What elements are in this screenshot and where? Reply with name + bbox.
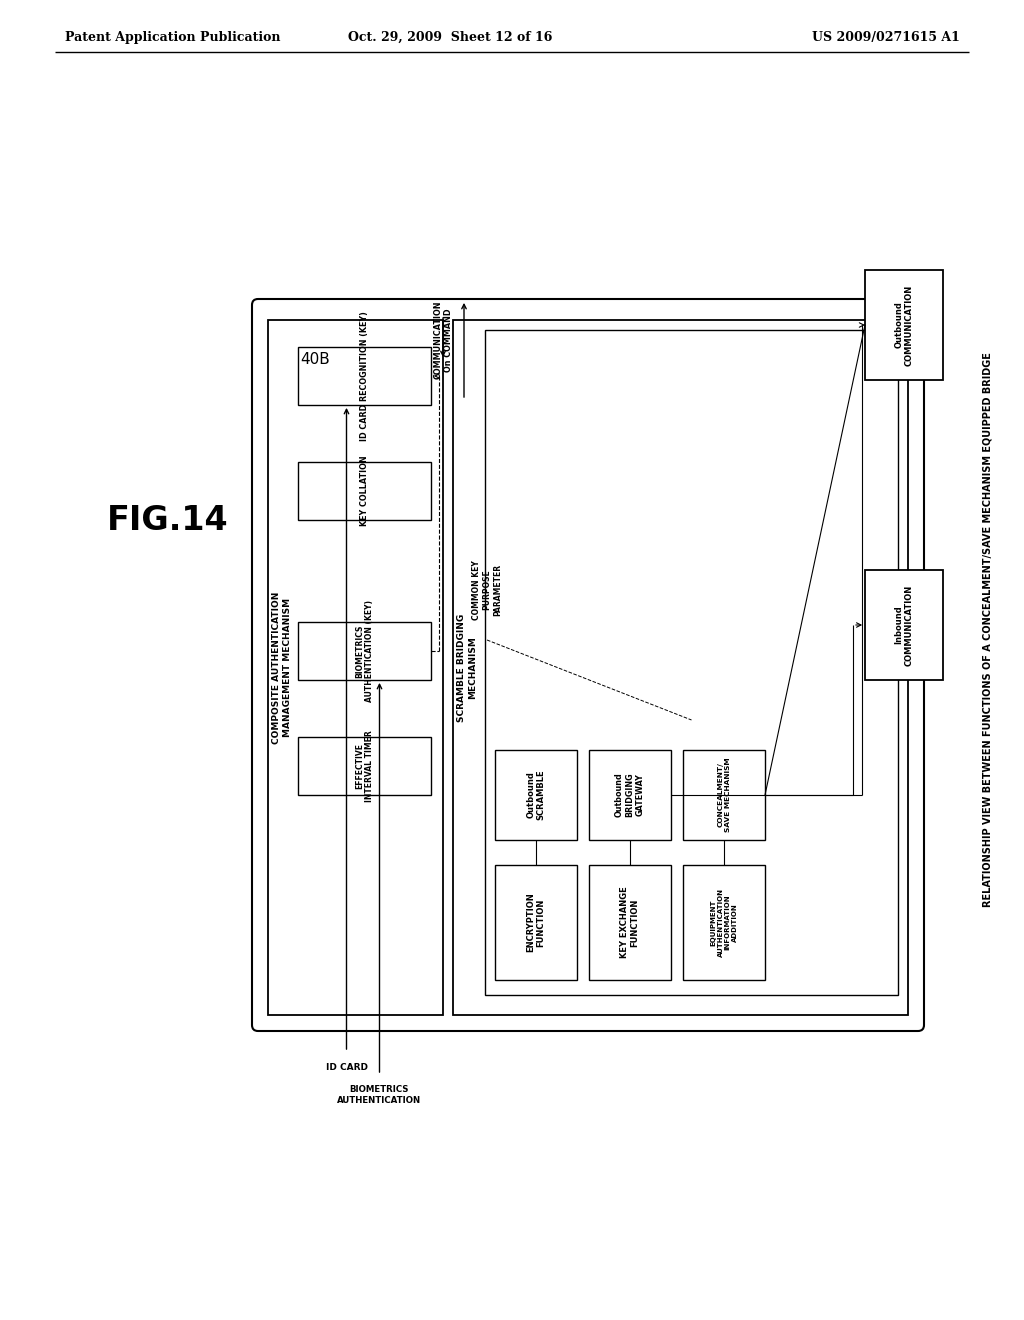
Text: 40B: 40B [300, 352, 330, 367]
Text: COMPOSITE AUTHENTICATION
MANAGEMENT MECHANISM: COMPOSITE AUTHENTICATION MANAGEMENT MECH… [272, 591, 292, 743]
Text: Patent Application Publication: Patent Application Publication [65, 30, 281, 44]
Text: BIOMETRICS
AUTHENTICATION: BIOMETRICS AUTHENTICATION [338, 1085, 422, 1105]
Bar [298, 737, 431, 795]
Text: US 2009/0271615 A1: US 2009/0271615 A1 [812, 30, 961, 44]
Text: ENCRYPTION
FUNCTION: ENCRYPTION FUNCTION [526, 892, 546, 952]
Bar [865, 570, 943, 680]
Bar [298, 462, 431, 520]
Text: SCRAMBLE BRIDGING
MECHANISM: SCRAMBLE BRIDGING MECHANISM [458, 614, 477, 722]
Bar [495, 865, 577, 979]
Text: Inbound
COMMUNICATION: Inbound COMMUNICATION [894, 585, 913, 665]
Bar [298, 622, 431, 680]
Bar [865, 271, 943, 380]
Text: KEY EXCHANGE
FUNCTION: KEY EXCHANGE FUNCTION [621, 887, 640, 958]
Text: EQUIPMENT
AUTHENTICATION
INFORMATION
ADDITION: EQUIPMENT AUTHENTICATION INFORMATION ADD… [711, 888, 737, 957]
Text: BIOMETRICS
AUTHENTICATION (KEY): BIOMETRICS AUTHENTICATION (KEY) [354, 601, 374, 702]
Text: KEY COLLATION: KEY COLLATION [360, 455, 369, 527]
Text: Outbound
BRIDGING
GATEWAY: Outbound BRIDGING GATEWAY [615, 772, 645, 817]
Text: COMMON KEY
PURPOSE
PARAMETER: COMMON KEY PURPOSE PARAMETER [472, 560, 502, 620]
Bar [495, 750, 577, 840]
Text: EFFECTIVE
INTERVAL TIMER: EFFECTIVE INTERVAL TIMER [354, 730, 374, 801]
FancyBboxPatch shape [252, 300, 924, 1031]
Bar [589, 865, 671, 979]
Bar [683, 750, 765, 840]
Text: FIG.14: FIG.14 [108, 503, 228, 536]
Text: RELATIONSHIP VIEW BETWEEN FUNCTIONS OF A CONCEALMENT/SAVE MECHANISM EQUIPPED BRI: RELATIONSHIP VIEW BETWEEN FUNCTIONS OF A… [983, 352, 993, 907]
Text: ID CARD: ID CARD [326, 1064, 368, 1072]
Text: Outbound
COMMUNICATION: Outbound COMMUNICATION [894, 284, 913, 366]
Bar [683, 865, 765, 979]
Text: CONCEALMENT/
SAVE MECHANISM: CONCEALMENT/ SAVE MECHANISM [718, 758, 730, 833]
Text: Oct. 29, 2009  Sheet 12 of 16: Oct. 29, 2009 Sheet 12 of 16 [348, 30, 552, 44]
Text: COMMUNICATION
On COMMAND: COMMUNICATION On COMMAND [433, 301, 453, 379]
Text: Outbound
SCRAMBLE: Outbound SCRAMBLE [526, 770, 546, 820]
Bar [485, 330, 898, 995]
Bar [268, 319, 443, 1015]
Text: ID CARD RECOGNITION (KEY): ID CARD RECOGNITION (KEY) [360, 312, 369, 441]
Bar [453, 319, 908, 1015]
Bar [589, 750, 671, 840]
Bar [298, 347, 431, 405]
